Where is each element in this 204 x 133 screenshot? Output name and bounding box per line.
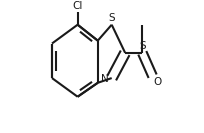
Text: O: O (154, 77, 162, 87)
Text: S: S (108, 13, 115, 23)
Text: Cl: Cl (72, 1, 83, 11)
Text: N: N (101, 74, 109, 84)
Text: S: S (140, 41, 146, 51)
